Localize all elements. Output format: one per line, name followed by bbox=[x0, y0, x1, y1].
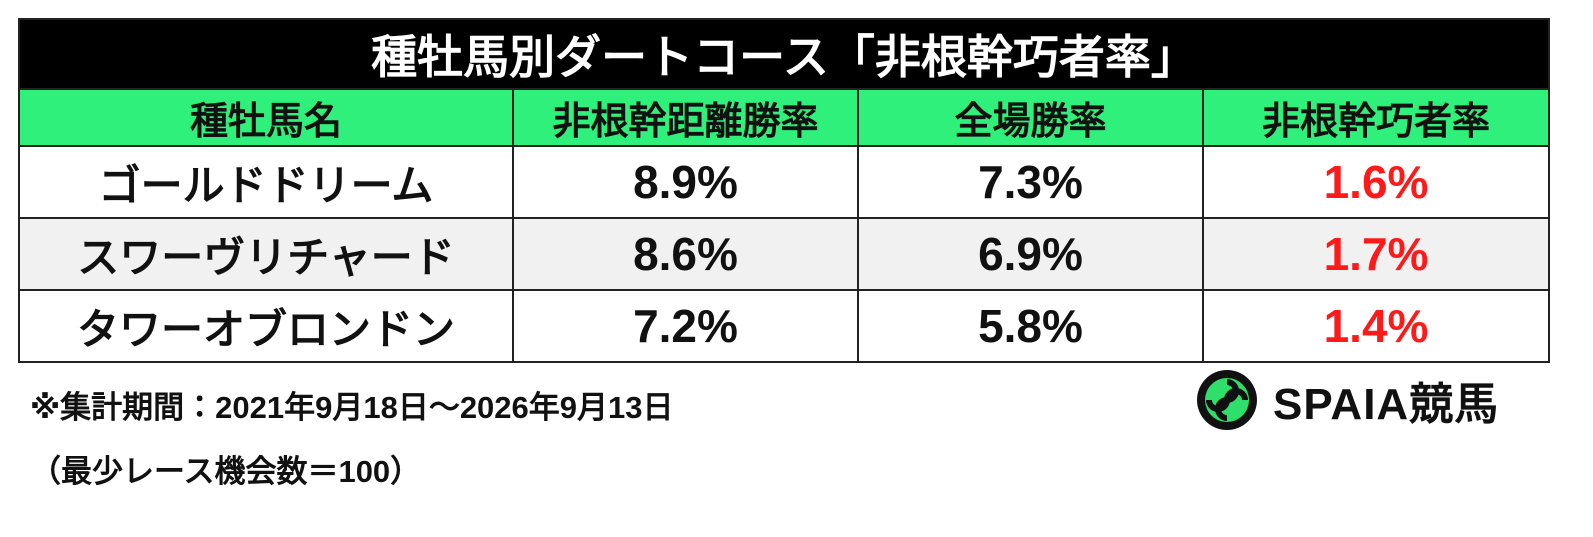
cell: スワーヴリチャード bbox=[18, 217, 514, 291]
cell: 1.4% bbox=[1201, 289, 1551, 363]
data-row: スワーヴリチャード 8.6% 6.9% 1.7% bbox=[18, 217, 1551, 291]
header-cell: 種牡馬名 bbox=[18, 88, 514, 147]
data-row: タワーオブロンドン 7.2% 5.8% 1.4% bbox=[18, 289, 1551, 363]
cell: 8.9% bbox=[512, 145, 859, 219]
header-cell: 全場勝率 bbox=[857, 88, 1204, 147]
cell: 1.7% bbox=[1201, 217, 1551, 291]
header-cell: 非根幹距離勝率 bbox=[512, 88, 859, 147]
logo-text: SPAIA競馬 bbox=[1273, 380, 1500, 429]
note: （最少レース機会数＝100） bbox=[30, 454, 422, 489]
cell: ゴールドドリーム bbox=[18, 145, 514, 219]
table-title: 種牡馬別ダートコース「非根幹巧者率」 bbox=[17, 18, 1551, 90]
logo: SPAIA競馬 bbox=[1195, 368, 1499, 432]
header-cell: 非根幹巧者率 bbox=[1201, 88, 1551, 147]
cell: 6.9% bbox=[857, 217, 1204, 291]
cell: タワーオブロンドン bbox=[18, 289, 514, 363]
note: ※集計期間：2021年9月18日～2026年9月13日 bbox=[30, 390, 674, 425]
logo-icon bbox=[1197, 370, 1257, 430]
data-table: 種牡馬別ダートコース「非根幹巧者率」 種牡馬名 非根幹距離勝率 全場勝率 非根幹… bbox=[17, 18, 1551, 363]
cell: 7.3% bbox=[857, 145, 1204, 219]
header-row: 種牡馬名 非根幹距離勝率 全場勝率 非根幹巧者率 bbox=[18, 88, 1551, 147]
data-row: ゴールドドリーム 8.9% 7.3% 1.6% bbox=[18, 145, 1551, 219]
cell: 7.2% bbox=[512, 289, 859, 363]
cell: 8.6% bbox=[512, 217, 859, 291]
cell: 1.6% bbox=[1201, 145, 1551, 219]
cell: 5.8% bbox=[857, 289, 1204, 363]
